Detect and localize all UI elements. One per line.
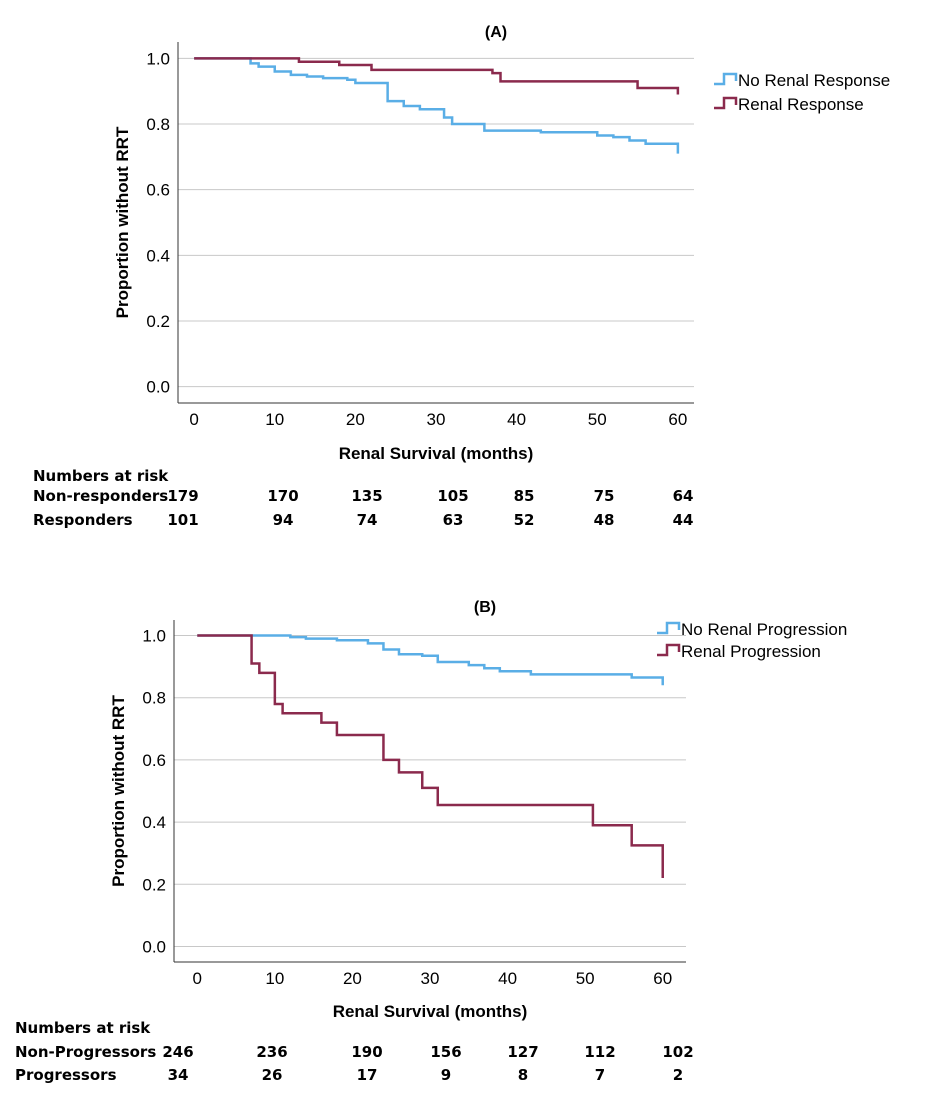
risk-count: 9 xyxy=(441,1066,451,1084)
risk-row-label: Progressors xyxy=(15,1066,117,1084)
x-tick-label: 40 xyxy=(507,410,526,429)
x-axis-label: Renal Survival (months) xyxy=(339,444,534,463)
legend-swatch xyxy=(657,621,681,635)
risk-count: 34 xyxy=(168,1066,189,1084)
y-tick-label: 0.4 xyxy=(146,246,170,265)
survival-curve-blue xyxy=(194,57,680,154)
panel-title: (B) xyxy=(474,599,496,616)
risk-count: 135 xyxy=(351,487,382,505)
risk-count: 64 xyxy=(673,487,694,505)
x-tick-label: 30 xyxy=(421,969,440,988)
y-axis-label: Proportion without RRT xyxy=(109,695,128,887)
x-tick-label: 20 xyxy=(343,969,362,988)
survival-curve-maroon xyxy=(197,634,664,879)
risk-count: 156 xyxy=(430,1043,461,1061)
risk-count: 26 xyxy=(262,1066,283,1084)
legend-entry: Renal Response xyxy=(738,95,864,114)
risk-row-label: Non-Progressors xyxy=(15,1043,156,1061)
risk-row-label: Non-responders xyxy=(33,487,168,505)
x-tick-label: 60 xyxy=(668,410,687,429)
x-axis-label: Renal Survival (months) xyxy=(333,1002,528,1021)
y-tick-label: 1.0 xyxy=(142,627,166,646)
x-tick-label: 20 xyxy=(346,410,365,429)
risk-count: 170 xyxy=(267,487,298,505)
y-tick-label: 0.0 xyxy=(142,937,166,956)
risk-count: 74 xyxy=(357,511,378,529)
risk-count: 44 xyxy=(673,511,694,529)
x-tick-label: 60 xyxy=(653,969,672,988)
x-tick-label: 10 xyxy=(265,969,284,988)
risk-table-header: Numbers at risk xyxy=(15,1019,151,1037)
risk-count: 63 xyxy=(443,511,464,529)
y-tick-label: 0.4 xyxy=(142,813,166,832)
risk-count: 127 xyxy=(507,1043,538,1061)
risk-count: 102 xyxy=(662,1043,693,1061)
risk-count: 75 xyxy=(594,487,615,505)
risk-count: 8 xyxy=(518,1066,528,1084)
x-tick-label: 40 xyxy=(498,969,517,988)
risk-count: 85 xyxy=(514,487,535,505)
chart-panel-b: 0.0 0.2 0.4 0.6 0.8 1.0 0 10 20 30 40 50 60 (B) Renal … xyxy=(15,599,847,1084)
survival-curve-maroon xyxy=(194,57,680,95)
risk-count: 236 xyxy=(256,1043,287,1061)
risk-count: 112 xyxy=(584,1043,615,1061)
y-tick-label: 0.0 xyxy=(146,378,170,397)
y-tick-label: 0.6 xyxy=(142,751,166,770)
y-tick-label: 0.2 xyxy=(142,875,166,894)
legend-swatch xyxy=(657,643,681,657)
chart-panel-a: 0.0 0.2 0.4 0.6 0.8 1.0 0 10 20 30 40 50 60 (A) Renal … xyxy=(33,24,890,529)
risk-count: 52 xyxy=(514,511,535,529)
risk-count: 101 xyxy=(167,511,198,529)
legend-swatch xyxy=(714,96,738,110)
x-tick-label: 30 xyxy=(427,410,446,429)
risk-count: 105 xyxy=(437,487,468,505)
risk-count: 246 xyxy=(162,1043,193,1061)
risk-count: 179 xyxy=(167,487,198,505)
y-tick-label: 0.2 xyxy=(146,312,170,331)
legend-entry: Renal Progression xyxy=(681,642,821,661)
x-tick-label: 50 xyxy=(576,969,595,988)
y-tick-label: 1.0 xyxy=(146,49,170,68)
risk-count: 17 xyxy=(357,1066,378,1084)
y-tick-label: 0.6 xyxy=(146,181,170,200)
panel-title: (A) xyxy=(485,24,507,41)
x-tick-label: 0 xyxy=(189,410,198,429)
risk-row-label: Responders xyxy=(33,511,133,529)
risk-count: 2 xyxy=(673,1066,683,1084)
risk-count: 48 xyxy=(594,511,615,529)
survival-curve-blue xyxy=(197,634,664,686)
y-tick-label: 0.8 xyxy=(142,689,166,708)
risk-count: 94 xyxy=(273,511,294,529)
legend-swatch xyxy=(714,72,738,86)
risk-count: 7 xyxy=(595,1066,605,1084)
x-tick-label: 0 xyxy=(193,969,202,988)
y-axis-label: Proportion without RRT xyxy=(113,126,132,318)
legend-entry: No Renal Response xyxy=(738,71,890,90)
x-tick-label: 50 xyxy=(588,410,607,429)
risk-count: 190 xyxy=(351,1043,382,1061)
risk-table-header: Numbers at risk xyxy=(33,467,169,485)
y-tick-label: 0.8 xyxy=(146,115,170,134)
legend-entry: No Renal Progression xyxy=(681,620,847,639)
x-tick-label: 10 xyxy=(265,410,284,429)
